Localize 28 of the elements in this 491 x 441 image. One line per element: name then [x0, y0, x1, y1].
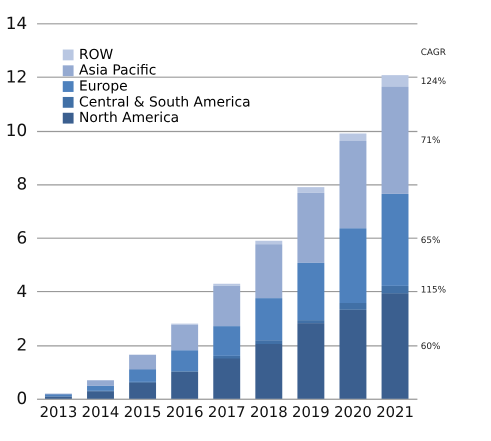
y-tick-label: 2 — [16, 334, 28, 355]
text: 60% — [420, 342, 440, 352]
text: 115% — [420, 286, 446, 296]
x-tick-label: 2021 — [376, 404, 414, 422]
text: 65% — [420, 236, 440, 246]
y-tick-label: 14 — [6, 12, 28, 33]
text: CAGR — [420, 48, 446, 58]
text: 71% — [420, 136, 440, 146]
y-tick-label: 8 — [16, 174, 28, 194]
x-tick-label: 2015 — [124, 404, 162, 422]
y-tick-label: 6 — [16, 227, 28, 248]
x-tick-label: 2014 — [82, 404, 120, 422]
legend-label: North America — [79, 110, 180, 126]
legend-label: Central & South America — [79, 94, 251, 110]
x-tick-label: 2018 — [250, 404, 288, 422]
x-tick-label: 2017 — [208, 404, 246, 422]
legend-label: ROW — [79, 46, 114, 63]
text: 124% — [420, 76, 446, 87]
y-tick-label: 4 — [16, 280, 28, 301]
legend-label: Europe — [79, 78, 128, 95]
x-tick-label: 2016 — [166, 404, 204, 422]
legend-label: Asia Pacific — [79, 62, 156, 79]
y-tick-label: 12 — [6, 66, 28, 86]
x-tick-label: 2019 — [292, 404, 330, 422]
x-tick-label: 2020 — [334, 404, 372, 422]
y-tick-label: 10 — [6, 120, 28, 140]
y-tick-label: 0 — [16, 388, 28, 408]
x-tick-label: 2013 — [40, 404, 78, 422]
